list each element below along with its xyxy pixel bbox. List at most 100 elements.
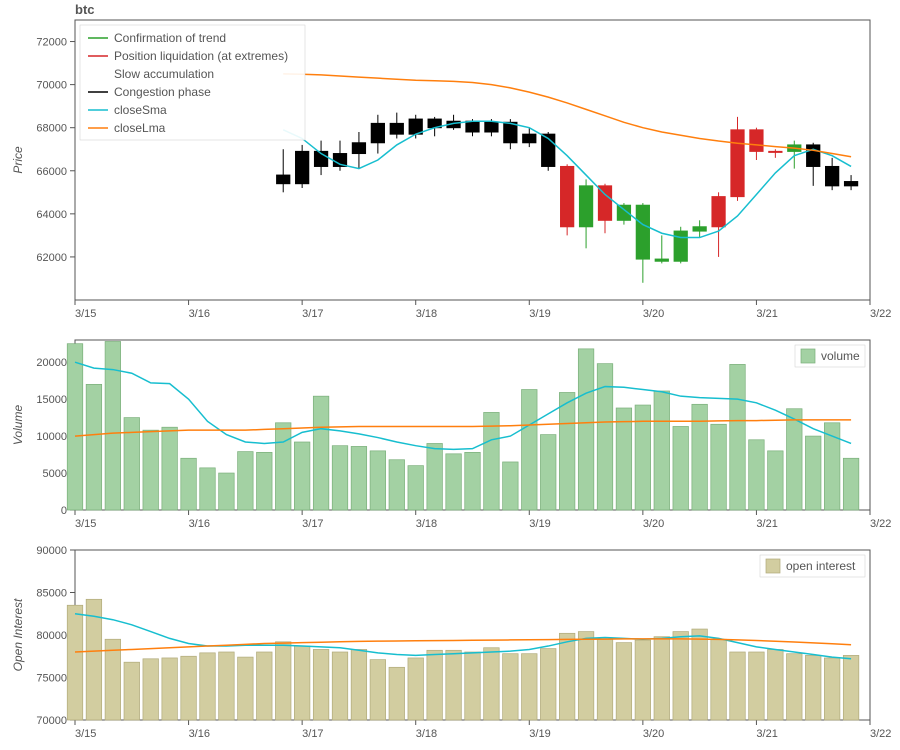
open_interest-bar <box>749 652 765 720</box>
chart-title: btc <box>75 2 95 17</box>
open_interest-lma-line <box>75 639 851 652</box>
volume-bar <box>616 408 632 510</box>
volume-bar <box>332 446 348 510</box>
svg-text:3/19: 3/19 <box>529 518 550 530</box>
volume-bar <box>275 423 291 510</box>
open_interest-bar <box>181 656 197 720</box>
candle-body <box>636 205 649 259</box>
volume-bar <box>257 452 273 510</box>
candle-body <box>390 123 403 134</box>
volume-bar <box>768 451 784 510</box>
volume-bar <box>427 443 443 510</box>
candle-body <box>674 231 687 261</box>
candle-body <box>712 197 725 227</box>
svg-text:64000: 64000 <box>36 209 67 221</box>
price-legend: Confirmation of trendPosition liquidatio… <box>80 25 305 140</box>
svg-text:3/16: 3/16 <box>189 308 210 320</box>
svg-text:0: 0 <box>61 505 67 517</box>
open_interest-bar <box>238 657 254 720</box>
open_interest-bar <box>294 646 310 720</box>
ylabel-volume: Volume <box>11 405 25 446</box>
svg-text:85000: 85000 <box>36 588 67 600</box>
candle-body <box>504 122 517 142</box>
volume-bar <box>787 409 803 510</box>
volume-bar <box>200 468 216 510</box>
svg-text:3/15: 3/15 <box>75 308 96 320</box>
open_interest-bar <box>313 649 329 720</box>
open_interest-bar <box>465 652 481 720</box>
svg-text:3/22: 3/22 <box>870 308 891 320</box>
open_interest-bar <box>540 649 556 720</box>
svg-text:3/17: 3/17 <box>302 728 323 740</box>
candle-body <box>296 151 309 183</box>
svg-text:3/22: 3/22 <box>870 728 891 740</box>
svg-text:3/20: 3/20 <box>643 308 664 320</box>
open_interest-bar <box>67 605 83 720</box>
svg-text:closeLma: closeLma <box>114 121 166 135</box>
svg-text:3/21: 3/21 <box>756 728 777 740</box>
svg-text:15000: 15000 <box>36 394 67 406</box>
candle-body <box>807 145 820 167</box>
open_interest-bar <box>522 654 538 720</box>
open_interest-bar <box>219 652 235 720</box>
candle-body <box>731 130 744 197</box>
candle-body <box>693 227 706 231</box>
open_interest-bar <box>275 642 291 720</box>
svg-text:3/15: 3/15 <box>75 518 96 530</box>
panel-price: Confirmation of trendPosition liquidatio… <box>70 20 870 305</box>
volume-bar <box>749 440 765 510</box>
volume-bar <box>162 427 178 510</box>
volume-bar <box>313 396 329 510</box>
volume-bar <box>181 458 197 510</box>
volume-bar <box>408 466 424 510</box>
svg-text:68000: 68000 <box>36 123 67 135</box>
panel-open_interest: open interest <box>67 550 870 725</box>
svg-text:3/18: 3/18 <box>416 308 437 320</box>
open_interest-bar <box>578 632 594 720</box>
volume-bar <box>143 430 159 510</box>
volume-bar <box>522 390 538 510</box>
volume-bar <box>843 458 859 510</box>
svg-text:3/17: 3/17 <box>302 518 323 530</box>
open_interest-bar <box>351 649 367 720</box>
svg-text:3/21: 3/21 <box>756 518 777 530</box>
volume-bar <box>711 424 727 510</box>
volume-bar <box>673 426 689 510</box>
svg-text:Position liquidation (at extre: Position liquidation (at extremes) <box>114 49 288 63</box>
open_interest-bar <box>805 655 821 720</box>
volume-bar <box>465 452 481 510</box>
volume-bar <box>654 391 670 510</box>
open_interest-bar <box>105 639 121 720</box>
svg-text:3/18: 3/18 <box>416 728 437 740</box>
svg-text:3/20: 3/20 <box>643 518 664 530</box>
svg-text:66000: 66000 <box>36 166 67 178</box>
svg-text:3/17: 3/17 <box>302 308 323 320</box>
candle-body <box>523 134 536 143</box>
svg-text:5000: 5000 <box>43 468 67 480</box>
candle-body <box>485 122 498 132</box>
svg-text:Congestion phase: Congestion phase <box>114 85 211 99</box>
volume-legend: volume <box>795 345 865 367</box>
volume-bar <box>370 451 386 510</box>
candle-body <box>277 175 290 184</box>
volume-bar <box>446 454 462 510</box>
candle-body <box>579 186 592 227</box>
svg-text:volume: volume <box>821 349 860 363</box>
svg-text:open interest: open interest <box>786 559 856 573</box>
svg-text:3/18: 3/18 <box>416 518 437 530</box>
open_interest-bar <box>162 658 178 720</box>
volume-bar <box>597 364 613 510</box>
volume-bar <box>578 349 594 510</box>
volume-bar <box>540 435 556 510</box>
ylabel-price: Price <box>11 146 25 174</box>
svg-text:3/19: 3/19 <box>529 308 550 320</box>
volume-bar <box>559 392 575 510</box>
price-close-lma-line <box>283 74 851 157</box>
svg-text:70000: 70000 <box>36 80 67 92</box>
open_interest-bar <box>787 654 803 720</box>
open_interest-bar <box>559 633 575 720</box>
svg-text:75000: 75000 <box>36 673 67 685</box>
open_interest-bar <box>484 648 500 720</box>
open_interest-bar <box>124 662 140 720</box>
svg-text:70000: 70000 <box>36 715 67 727</box>
